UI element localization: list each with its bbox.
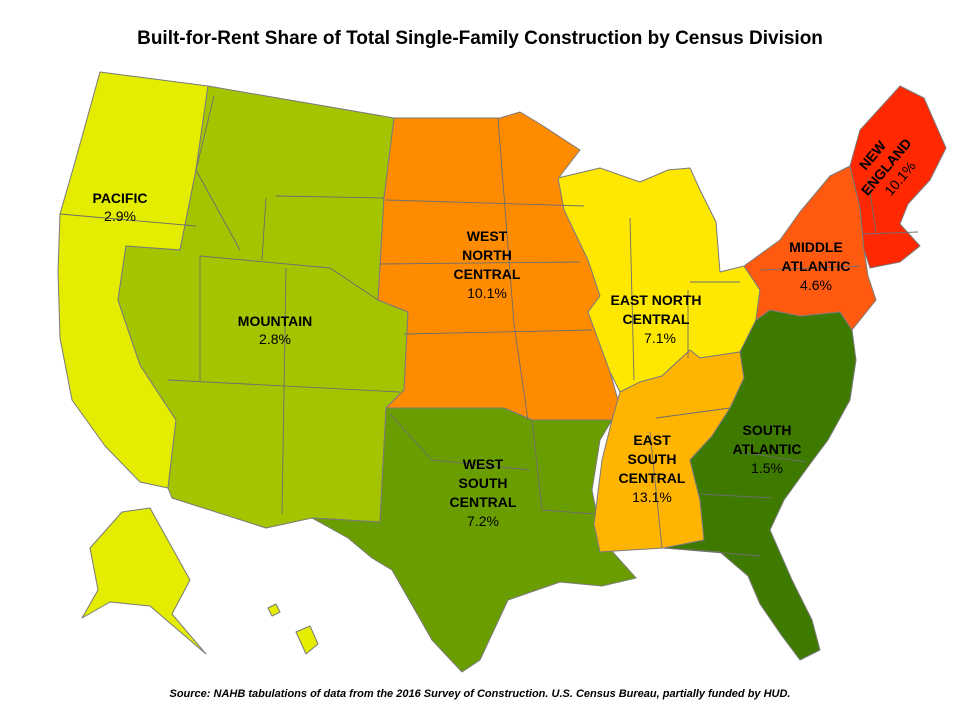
label-middle-atlantic: MIDDLE ATLANTIC 4.6% bbox=[782, 239, 851, 293]
map-title: Built-for-Rent Share of Total Single-Fam… bbox=[137, 28, 823, 49]
label-esc-line1: EAST bbox=[633, 432, 671, 448]
label-wsc-value: 7.2% bbox=[467, 513, 499, 529]
label-east-south-central: EAST SOUTH CENTRAL 13.1% bbox=[619, 432, 686, 505]
state-boundaries bbox=[59, 95, 919, 557]
label-wnc-line2: NORTH bbox=[462, 247, 512, 263]
region-new-england bbox=[849, 85, 947, 269]
label-sa-line1: SOUTH bbox=[743, 422, 792, 438]
label-mountain-line1: MOUNTAIN bbox=[238, 313, 312, 329]
region-alaska bbox=[81, 507, 207, 655]
label-sa-value: 1.5% bbox=[751, 460, 783, 476]
label-enc-line1: EAST NORTH bbox=[611, 292, 702, 308]
source-note: Source: NAHB tabulations of data from th… bbox=[169, 688, 791, 700]
label-east-north-central: EAST NORTH CENTRAL 7.1% bbox=[611, 292, 702, 346]
label-ma-line1: MIDDLE bbox=[789, 239, 843, 255]
label-pacific-line1: PACIFIC bbox=[93, 190, 148, 206]
label-wsc-line2: SOUTH bbox=[459, 475, 508, 491]
label-wnc-line3: CENTRAL bbox=[454, 266, 521, 282]
label-south-atlantic: SOUTH ATLANTIC 1.5% bbox=[733, 422, 802, 476]
label-west-south-central: WEST SOUTH CENTRAL 7.2% bbox=[450, 456, 517, 529]
label-sa-line2: ATLANTIC bbox=[733, 441, 802, 457]
label-enc-line2: CENTRAL bbox=[623, 311, 690, 327]
label-wnc-value: 10.1% bbox=[467, 285, 507, 301]
region-hawaii bbox=[295, 625, 319, 655]
label-wsc-line1: WEST bbox=[463, 456, 504, 472]
region-middle-atlantic bbox=[743, 165, 877, 331]
label-esc-line3: CENTRAL bbox=[619, 470, 686, 486]
region-west-south-central bbox=[311, 407, 637, 673]
label-mountain-value: 2.8% bbox=[259, 331, 291, 347]
label-esc-line2: SOUTH bbox=[628, 451, 677, 467]
label-ma-line2: ATLANTIC bbox=[782, 258, 851, 274]
region-hawaii-small bbox=[267, 603, 281, 617]
label-mountain: MOUNTAIN 2.8% bbox=[238, 313, 312, 347]
label-ma-value: 4.6% bbox=[800, 277, 832, 293]
label-esc-value: 13.1% bbox=[632, 489, 672, 505]
label-west-north-central: WEST NORTH CENTRAL 10.1% bbox=[454, 228, 521, 301]
label-enc-value: 7.1% bbox=[644, 330, 676, 346]
label-wnc-line1: WEST bbox=[467, 228, 508, 244]
label-wsc-line3: CENTRAL bbox=[450, 494, 517, 510]
label-pacific-value: 2.9% bbox=[104, 208, 136, 224]
label-pacific: PACIFIC 2.9% bbox=[93, 190, 148, 224]
